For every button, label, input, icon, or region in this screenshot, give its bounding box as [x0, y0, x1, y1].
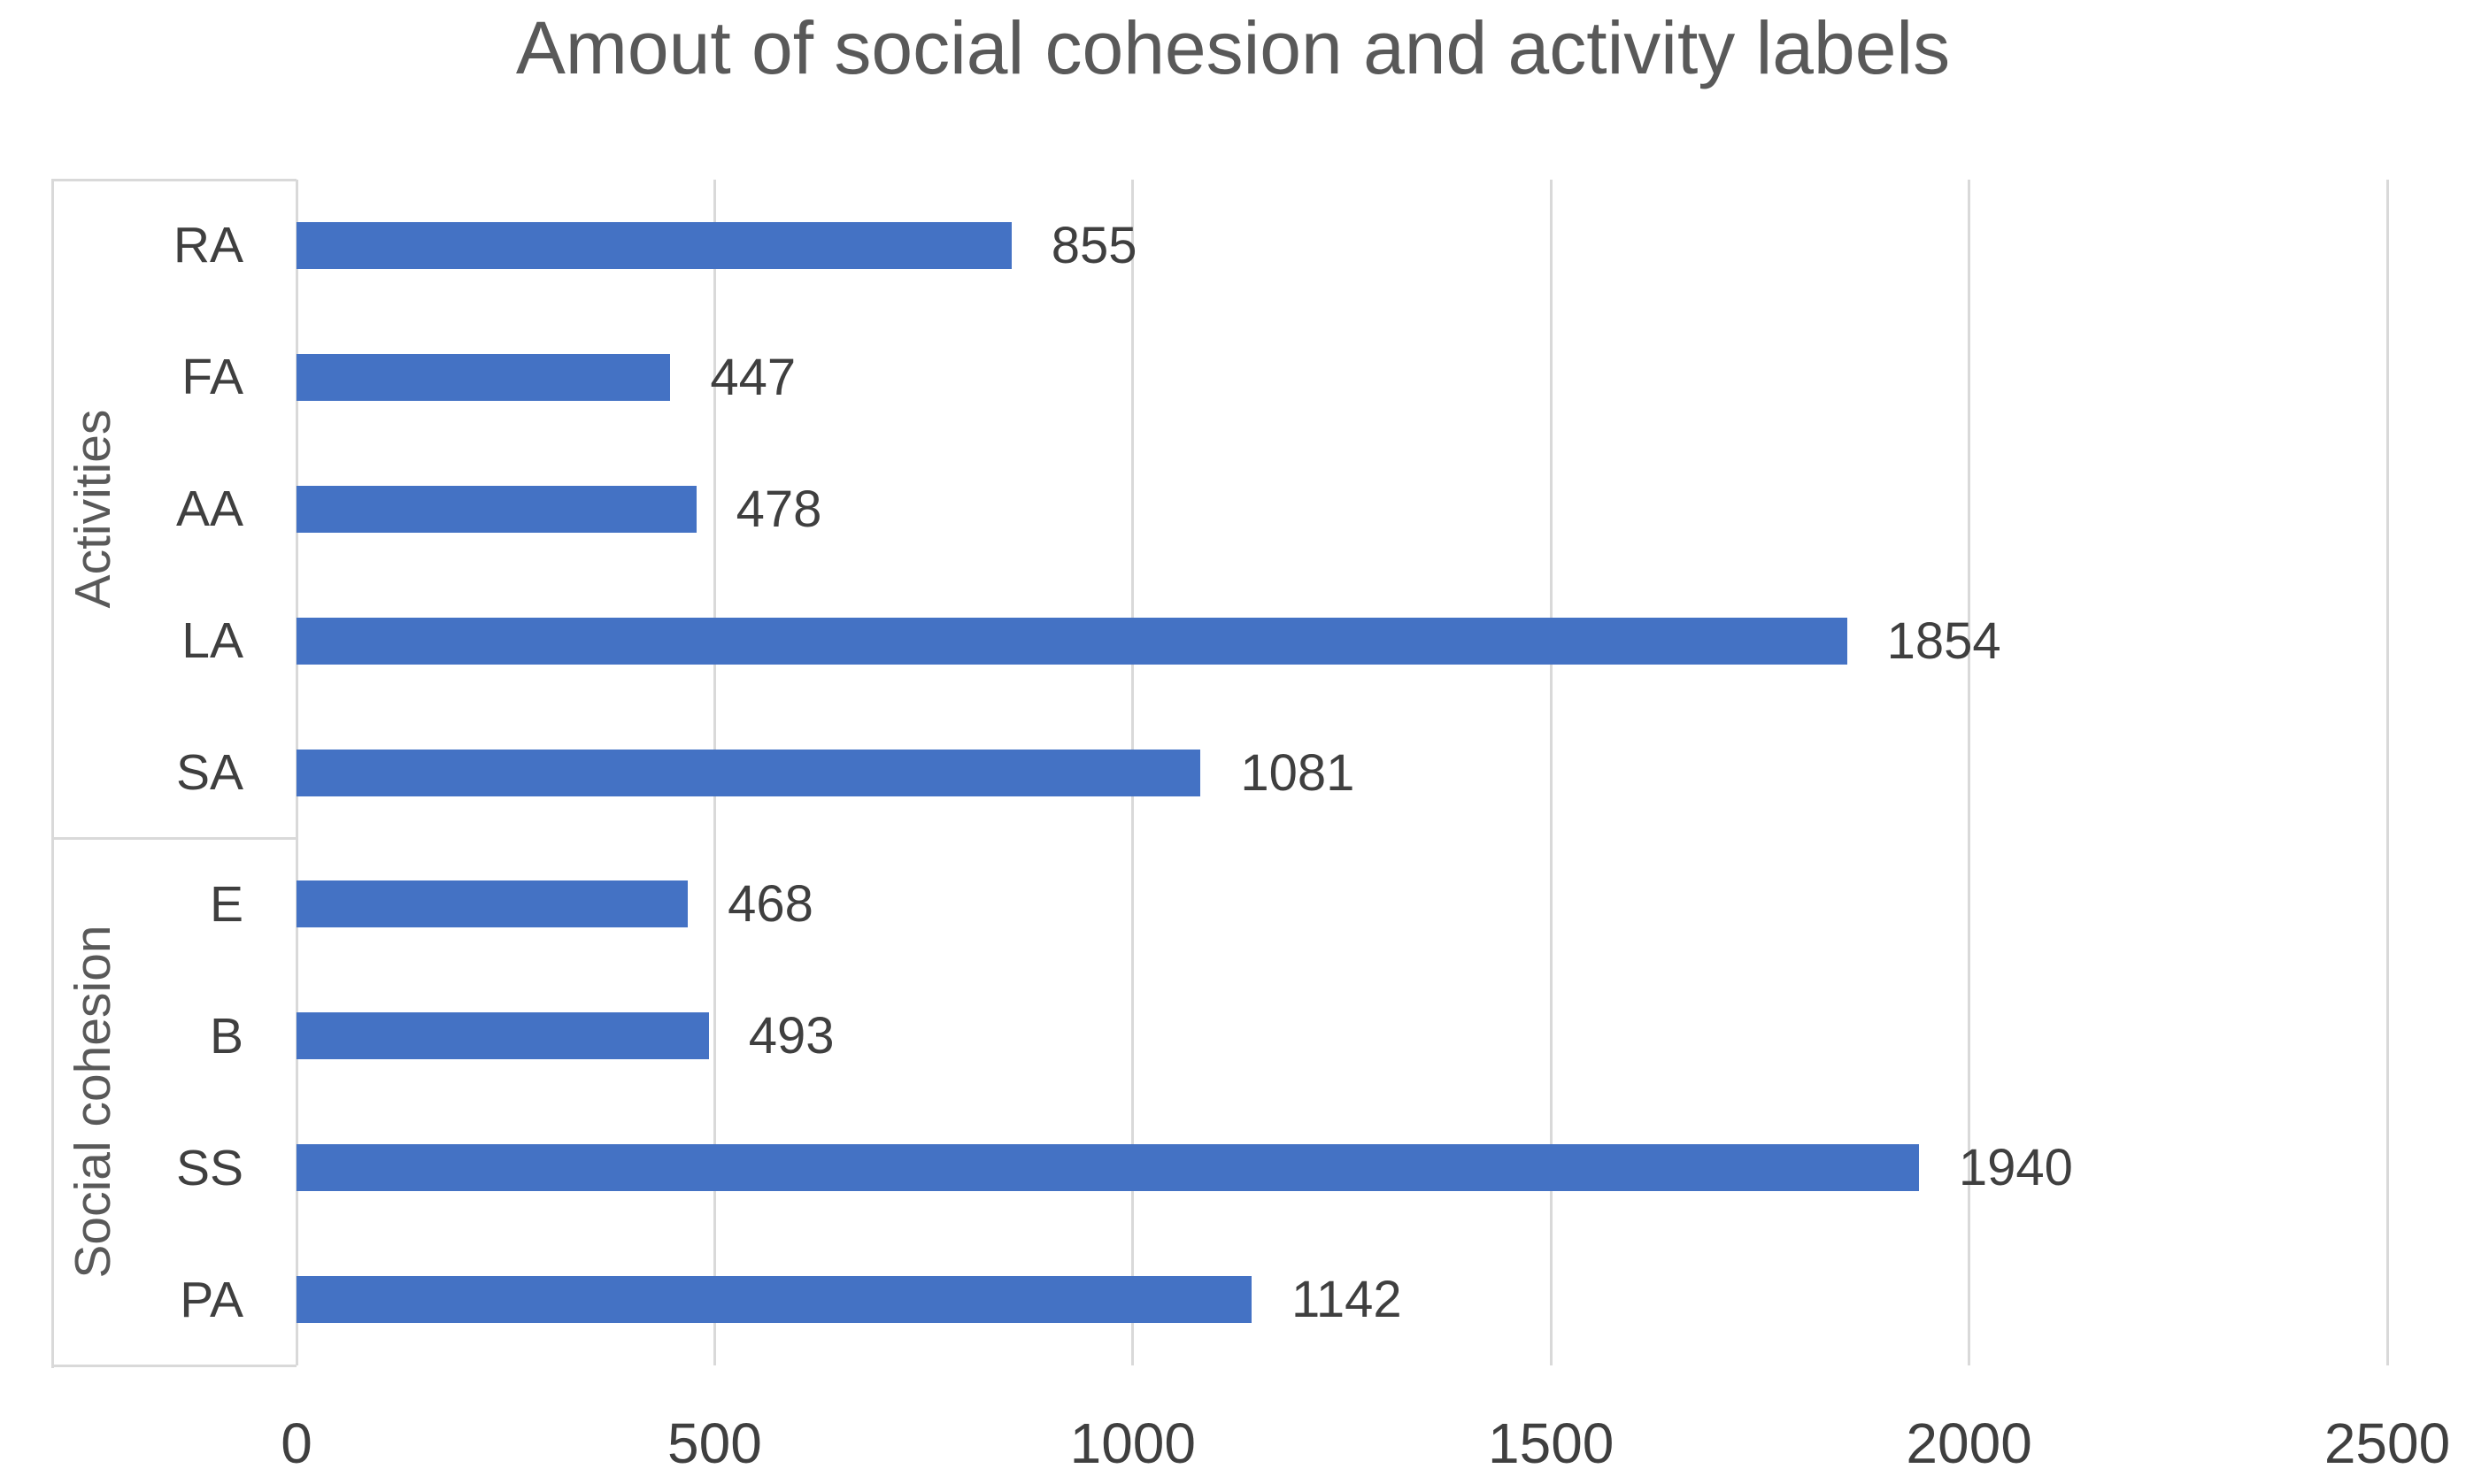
x-axis-tick-label: 2500	[2323, 1411, 2451, 1475]
bar-value-label: 468	[728, 875, 813, 934]
bar-value-label: 1142	[1291, 1271, 1402, 1329]
bar	[297, 880, 689, 928]
y-axis-group-label: Social cohesion	[65, 925, 121, 1279]
category-label: LA	[181, 612, 243, 670]
x-gridline	[2385, 180, 2389, 1365]
category-label: B	[209, 1007, 243, 1065]
bar	[297, 221, 1012, 269]
bar-value-label: 1081	[1240, 743, 1355, 802]
category-group-divider	[51, 178, 297, 181]
bar	[297, 353, 671, 401]
category-label: PA	[180, 1271, 243, 1328]
x-gridline	[1968, 180, 1971, 1365]
category-label: SS	[175, 1139, 243, 1196]
bar	[297, 617, 1847, 665]
bar	[297, 1144, 1919, 1192]
x-axis-tick-label: 1500	[1488, 1411, 1614, 1475]
category-axis-border	[51, 180, 54, 1368]
bar	[297, 1012, 709, 1060]
bar-value-label: 1940	[1958, 1139, 2073, 1197]
category-group-divider	[51, 836, 297, 840]
bar	[297, 1276, 1252, 1324]
bar	[297, 485, 697, 533]
bar-value-label: 1854	[1886, 611, 2001, 670]
category-label: FA	[181, 349, 243, 406]
category-label: E	[209, 875, 243, 933]
bar-value-label: 447	[710, 348, 797, 406]
bar-value-label: 493	[748, 1007, 835, 1065]
x-axis-tick-label: 2000	[1906, 1411, 2032, 1475]
category-label: SA	[175, 744, 243, 801]
chart-title: Amout of social cohesion and activity la…	[515, 6, 1951, 89]
x-axis-tick-label: 1000	[1069, 1411, 1196, 1475]
bar-value-label: 855	[1051, 216, 1137, 274]
x-axis-tick-label: 500	[667, 1411, 762, 1475]
x-gridline	[1549, 180, 1553, 1365]
bar-value-label: 478	[736, 480, 822, 538]
category-group-divider	[51, 1364, 297, 1367]
category-label: AA	[175, 481, 243, 538]
x-axis-tick-label: 0	[281, 1411, 312, 1475]
bar	[297, 749, 1201, 796]
category-label: RA	[173, 217, 243, 274]
